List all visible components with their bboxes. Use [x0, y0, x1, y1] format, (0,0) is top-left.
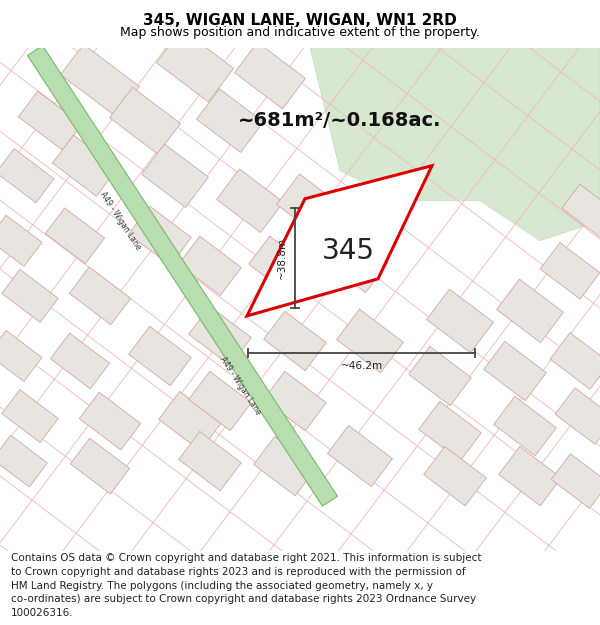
Polygon shape — [551, 454, 600, 508]
Polygon shape — [264, 311, 326, 371]
Polygon shape — [249, 236, 311, 296]
Polygon shape — [197, 89, 263, 152]
Polygon shape — [189, 306, 251, 366]
Polygon shape — [409, 346, 471, 406]
Polygon shape — [494, 396, 556, 456]
Polygon shape — [562, 184, 600, 238]
Polygon shape — [328, 426, 392, 487]
Polygon shape — [310, 48, 600, 241]
Polygon shape — [50, 333, 110, 389]
Polygon shape — [217, 169, 283, 232]
Polygon shape — [0, 435, 47, 487]
Polygon shape — [254, 436, 316, 496]
Polygon shape — [70, 267, 131, 325]
Polygon shape — [110, 88, 181, 154]
Polygon shape — [179, 236, 241, 296]
Text: A49 - Wigan Lane: A49 - Wigan Lane — [218, 355, 262, 417]
Polygon shape — [264, 371, 326, 431]
Polygon shape — [46, 208, 104, 264]
Polygon shape — [2, 389, 58, 442]
Text: 345: 345 — [322, 237, 374, 265]
Polygon shape — [61, 44, 139, 117]
Polygon shape — [129, 326, 191, 386]
Polygon shape — [235, 42, 305, 109]
Text: Map shows position and indicative extent of the property.: Map shows position and indicative extent… — [120, 26, 480, 39]
Polygon shape — [53, 135, 118, 196]
Polygon shape — [159, 391, 221, 451]
Polygon shape — [179, 431, 241, 491]
Polygon shape — [2, 269, 58, 322]
Text: Contains OS data © Crown copyright and database right 2021. This information is : Contains OS data © Crown copyright and d… — [11, 554, 481, 618]
Polygon shape — [189, 371, 251, 431]
Polygon shape — [419, 401, 481, 461]
Polygon shape — [142, 144, 208, 208]
Text: A49 - Wigan Lane: A49 - Wigan Lane — [98, 190, 142, 251]
Polygon shape — [19, 91, 82, 150]
Polygon shape — [0, 331, 42, 381]
Text: 345, WIGAN LANE, WIGAN, WN1 2RD: 345, WIGAN LANE, WIGAN, WN1 2RD — [143, 13, 457, 28]
Polygon shape — [555, 388, 600, 444]
Polygon shape — [0, 215, 42, 266]
Polygon shape — [70, 438, 130, 494]
Polygon shape — [550, 332, 600, 389]
Polygon shape — [277, 174, 343, 238]
Polygon shape — [497, 279, 563, 342]
Text: ~38.8m: ~38.8m — [277, 237, 287, 279]
Polygon shape — [79, 392, 140, 450]
Text: ~681m²/~0.168ac.: ~681m²/~0.168ac. — [238, 111, 442, 130]
Polygon shape — [499, 446, 561, 506]
Polygon shape — [484, 341, 546, 401]
Polygon shape — [129, 206, 191, 266]
Polygon shape — [0, 149, 54, 202]
Polygon shape — [337, 309, 403, 372]
Text: ~46.2m: ~46.2m — [340, 361, 383, 371]
Polygon shape — [28, 46, 338, 506]
Polygon shape — [540, 242, 600, 299]
Polygon shape — [157, 29, 233, 102]
Polygon shape — [427, 289, 493, 352]
Polygon shape — [247, 166, 432, 316]
Polygon shape — [424, 446, 486, 506]
Polygon shape — [322, 229, 388, 292]
